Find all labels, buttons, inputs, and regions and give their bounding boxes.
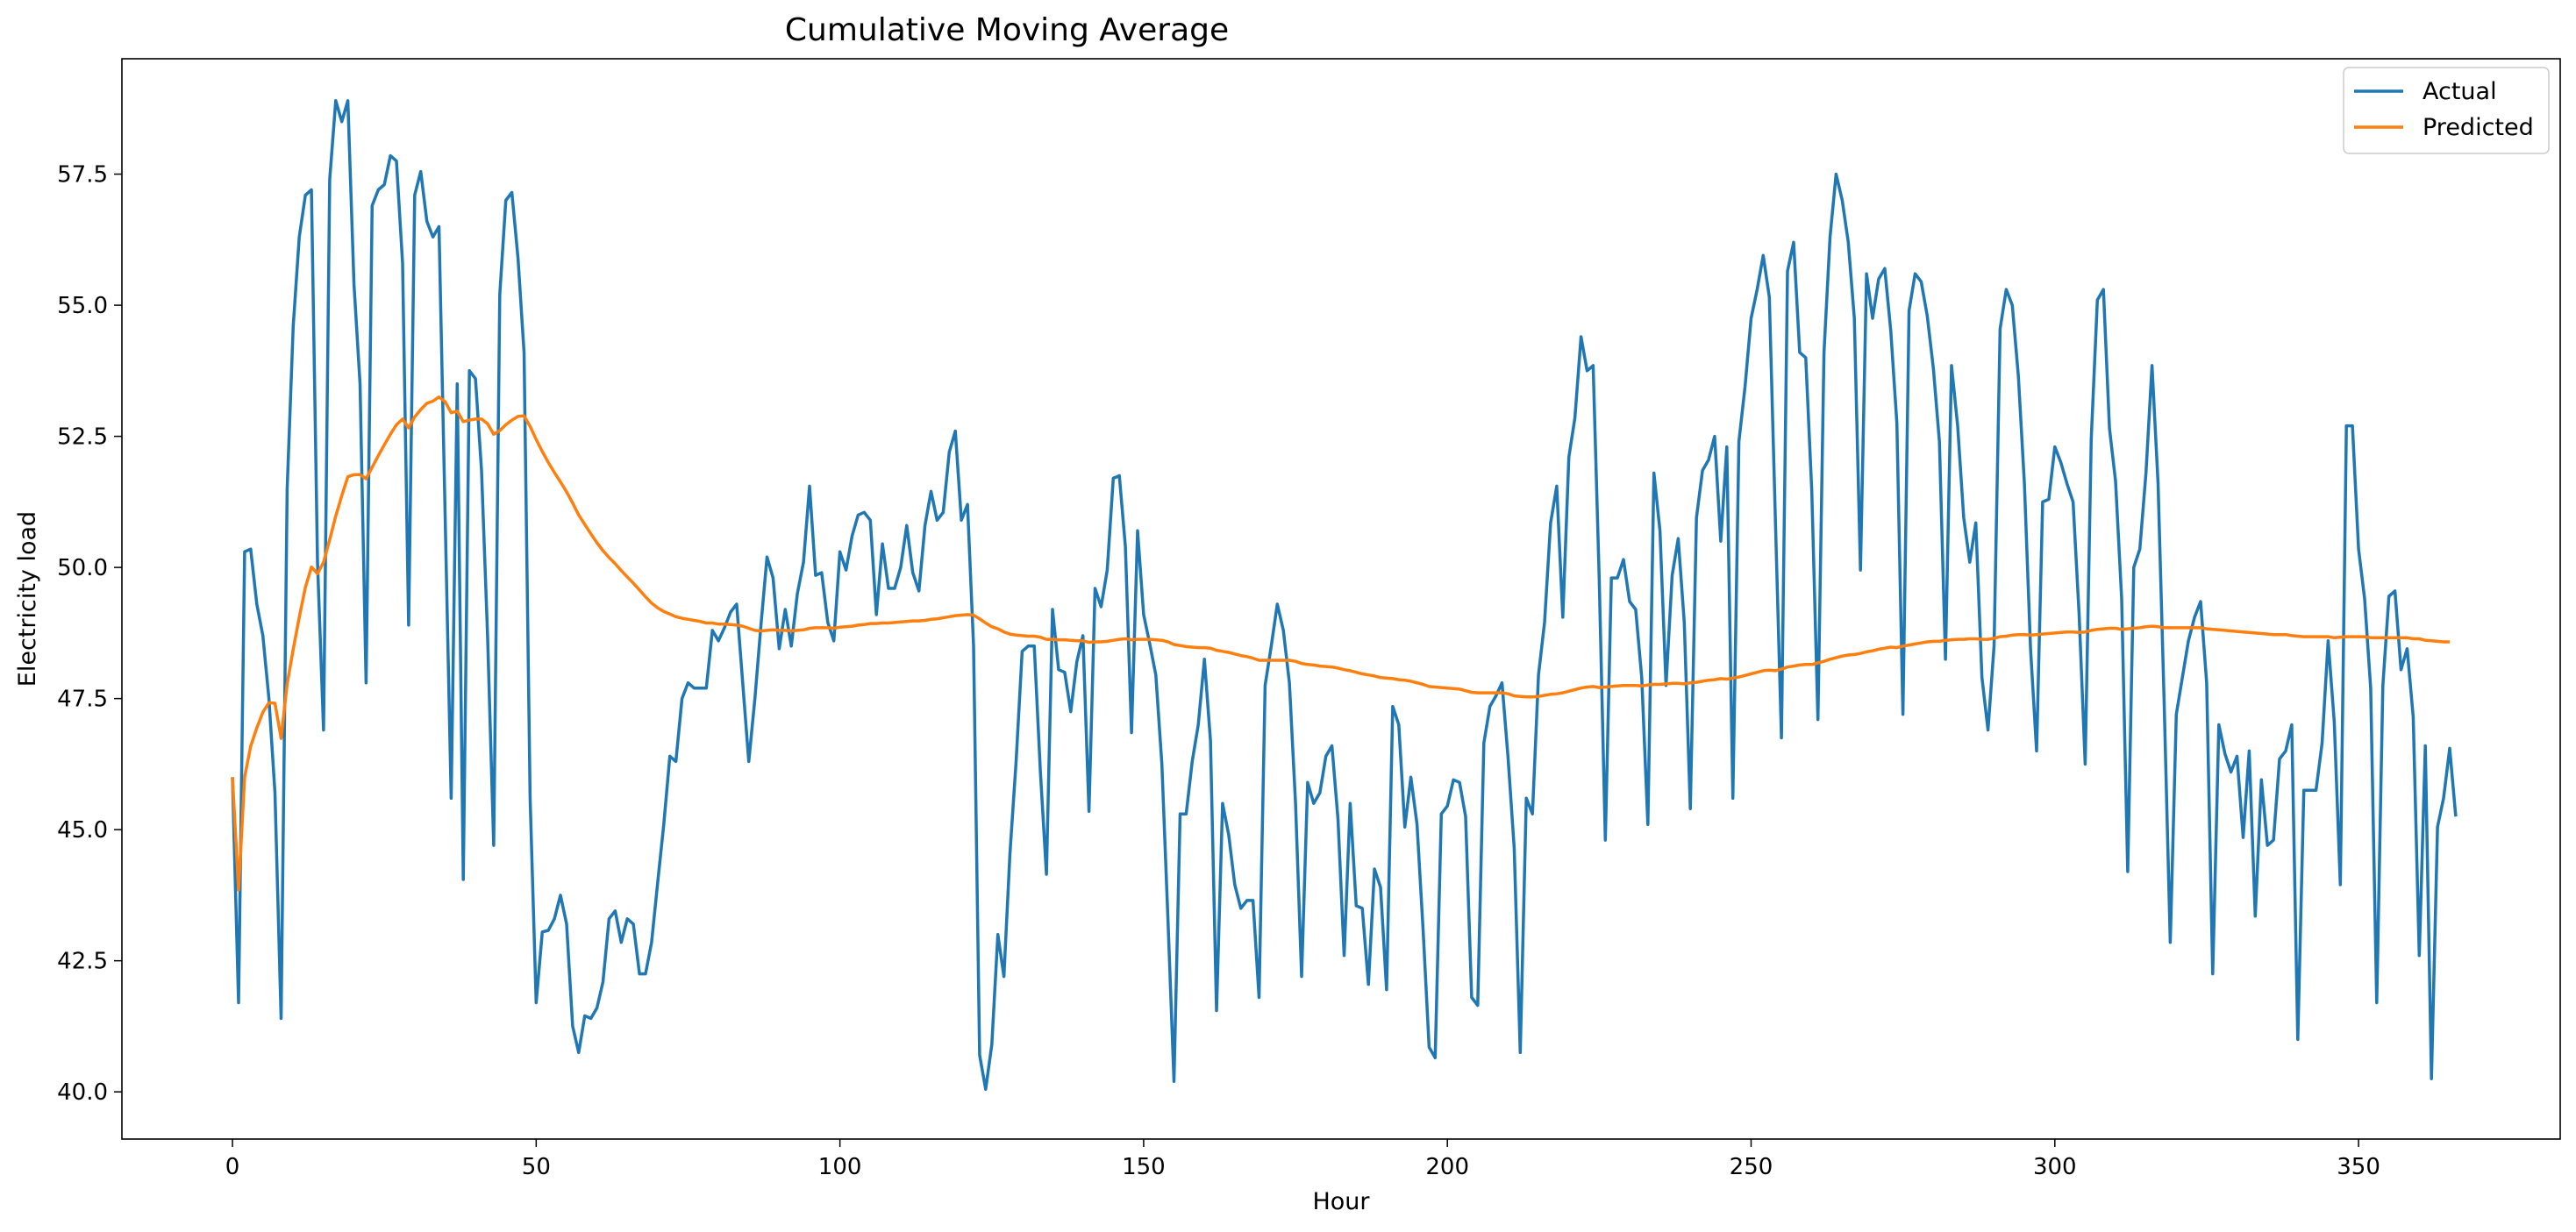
axes-frame [121,58,2561,1140]
x-tick-label: 250 [1730,1154,1773,1180]
y-tick-label: 40.0 [57,1079,108,1106]
y-tick-label: 47.5 [57,687,108,713]
legend: Actual Predicted [2343,67,2550,154]
x-tick-label: 300 [2033,1154,2077,1180]
x-tick-label: 100 [818,1154,862,1180]
legend-box [2343,67,2550,154]
x-tick-label: 150 [1122,1154,1166,1180]
y-tick-label: 45.0 [57,817,108,844]
y-axis-ticks: 40.0 42.5 45.0 47.5 50.0 52.5 55.0 57.5 [57,162,122,1106]
y-tick-label: 52.5 [57,424,108,451]
x-axis-ticks: 0 50 100 150 200 250 300 350 [225,1139,2380,1180]
y-tick-label: 50.0 [57,555,108,581]
legend-label-predicted: Predicted [2423,114,2534,141]
y-tick-label: 42.5 [57,949,108,975]
y-tick-label: 57.5 [57,162,108,189]
x-tick-label: 350 [2337,1154,2380,1180]
chart-title: Cumulative Moving Average [785,12,1229,48]
series-line-predicted [231,395,2450,892]
x-tick-label: 0 [225,1154,240,1180]
series-line-actual [231,99,2458,1091]
x-tick-label: 50 [522,1154,551,1180]
series-layer [231,99,2458,1091]
y-tick-label: 55.0 [57,293,108,319]
x-axis-label: Hour [1312,1188,1370,1215]
plot-area [121,58,2561,1140]
x-tick-label: 200 [1425,1154,1469,1180]
y-axis-label: Electricity load [14,511,41,687]
legend-label-actual: Actual [2423,78,2497,105]
